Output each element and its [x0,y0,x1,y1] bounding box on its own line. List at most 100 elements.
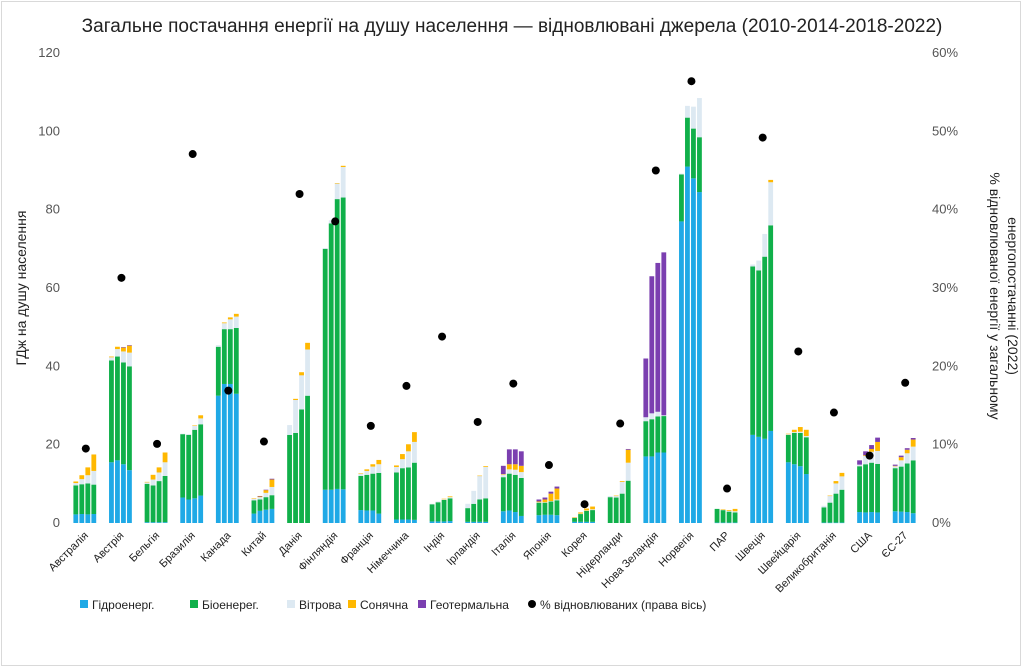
pct-dot [188,150,197,159]
bar-segment [91,513,97,523]
bar-segment [803,437,809,475]
bar-segment [536,515,542,523]
bar-segment [79,513,85,523]
bar-segment [251,513,257,523]
bar-segment [554,486,560,489]
bar-segment [898,511,904,523]
bar-segment [512,474,518,513]
bar-segment [892,466,898,469]
bar-segment [869,448,874,452]
bar-segment [406,451,411,468]
bar-segment [607,497,613,523]
bar-segment [797,432,803,467]
bar-segment [127,352,132,367]
bar-segment [198,495,204,523]
bar-segment [198,415,204,419]
bar-segment [198,418,204,425]
bar-segment [483,498,489,522]
bar-segment [91,484,97,514]
bar-segment [429,521,435,523]
bar-segment [221,322,227,324]
y-tick-label: 80 [46,202,60,217]
bar-segment [144,522,150,523]
bar-segment [328,223,334,490]
y-tick-label: 40 [46,358,60,373]
bar-segment [465,508,471,522]
bar-segment [370,510,376,523]
bar-segment [898,460,904,467]
bar-segment [364,469,370,471]
bar-segment [720,522,726,524]
bar-segment [506,449,512,465]
bar-segment [162,476,168,523]
bar-segment [833,483,839,494]
bar-segment [732,508,738,512]
bar-segment [394,519,399,523]
bar-segment [821,507,827,523]
bar-segment [732,512,738,523]
bar-segment [518,515,524,523]
bar-segment [215,346,221,396]
bar-segment [785,433,791,435]
bar-segment [500,465,506,475]
bar-segment [406,519,411,523]
bar-segment [590,510,595,522]
bar-segment [655,411,661,417]
bar-segment [869,462,874,513]
bar-segment [875,450,880,464]
bar-segment [833,522,839,524]
x-tick-label: Фінляндія [296,530,340,574]
bar-segment [340,165,346,167]
bar-segment [447,498,453,522]
bar-segment [376,472,382,514]
bar-segment [643,421,649,457]
bar-segment [394,465,399,467]
bar-segment [869,445,874,449]
bar-segment [875,441,880,451]
bar-segment [578,513,583,515]
bar-segment [269,495,275,509]
bar-segment [750,266,756,435]
pct-dot [509,379,518,388]
bar-segment [156,481,162,523]
bar-segment [554,488,560,500]
bar-segment [898,457,904,461]
bar-segment [791,432,797,465]
pct-dot [651,166,660,175]
bar-segment [73,483,79,486]
bar-segment [625,480,631,523]
bar-segment [435,501,441,503]
bar-segment [839,476,845,490]
legend-swatch [287,600,295,608]
bar-segment [215,395,221,523]
bar-segment [79,484,85,514]
bar-segment [180,433,186,435]
bar-segment [685,117,690,167]
bar-segment [109,462,114,523]
bar-segment [144,483,150,523]
bar-segment [904,453,910,464]
bar-segment [127,345,132,353]
bar-segment [803,474,809,523]
bar-segment [714,522,720,524]
bar-segment [144,482,150,484]
bar-segment [756,260,762,271]
pct-dot [438,332,447,341]
bar-segment [821,522,827,524]
bar-segment [661,252,667,416]
bar-segment [293,398,298,401]
bar-segment [376,459,382,465]
bar-segment [661,415,667,417]
bar-segment [649,276,655,414]
bar-segment [720,510,726,523]
y2-axis-label-line1: % відновлюваної енергії у загальному [987,172,1003,419]
bar-segment [536,502,542,503]
bar-segment [768,182,774,226]
x-tick-label: Великобританія [773,530,839,596]
bar-segment [435,502,441,522]
bar-segment [251,500,257,514]
bar-segment [750,434,756,524]
pct-dot [723,484,732,493]
bar-segment [679,221,684,524]
x-tick-label: Китай [240,530,270,560]
